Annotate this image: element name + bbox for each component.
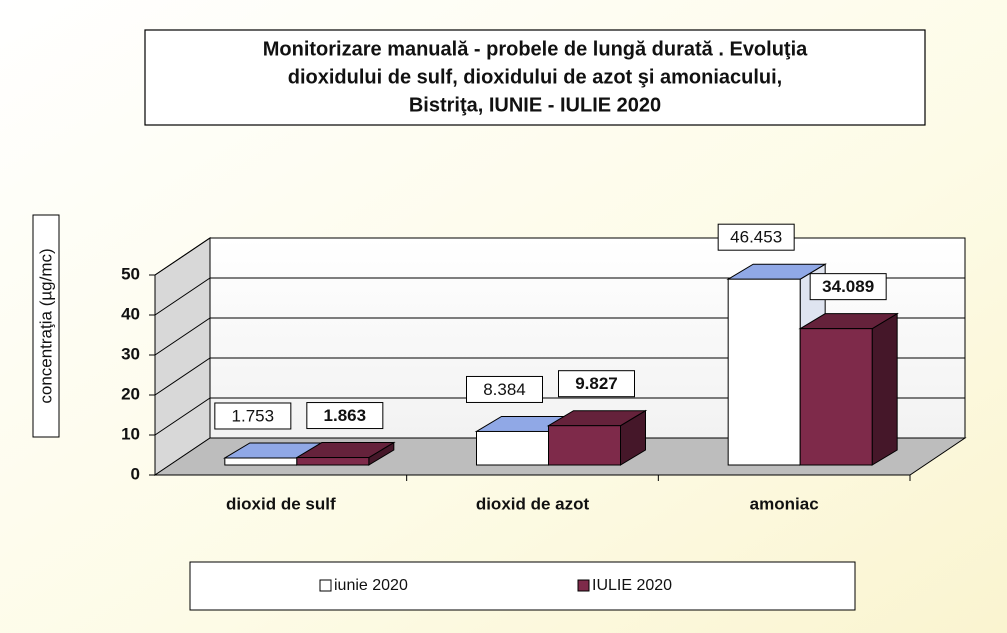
legend-label: iunie 2020 bbox=[334, 577, 408, 594]
y-tick-label: 20 bbox=[121, 384, 140, 403]
y-tick-label: 0 bbox=[131, 464, 140, 483]
title-box bbox=[144, 29, 926, 126]
legend-box bbox=[189, 561, 856, 611]
value-label: 8.384 bbox=[483, 380, 526, 399]
grid-line bbox=[154, 317, 965, 356]
grid-line bbox=[154, 357, 965, 396]
bar bbox=[799, 328, 873, 466]
value-label-box bbox=[558, 370, 635, 398]
chart-title: Bistriţa, IUNIE - IULIE 2020 bbox=[409, 94, 661, 116]
grid-line bbox=[154, 237, 965, 276]
value-label-box bbox=[214, 402, 292, 430]
value-label: 1.863 bbox=[324, 406, 367, 425]
x-tick-label: amoniac bbox=[750, 494, 819, 513]
bar-side bbox=[871, 312, 898, 466]
legend-swatch bbox=[319, 579, 332, 592]
value-label: 46.453 bbox=[730, 228, 782, 247]
bar bbox=[476, 430, 549, 466]
bar bbox=[224, 457, 298, 466]
value-label: 34.089 bbox=[822, 277, 874, 296]
y-tick-label: 40 bbox=[121, 304, 140, 323]
chart-title: dioxidului de sulf, dioxidului de azot ş… bbox=[288, 66, 782, 88]
value-label: 9.827 bbox=[575, 374, 618, 393]
y-tick-label: 30 bbox=[121, 344, 140, 363]
legend-label: IULIE 2020 bbox=[592, 577, 672, 594]
y-tick-label: 10 bbox=[121, 424, 140, 443]
bar bbox=[548, 425, 621, 466]
side-wall bbox=[154, 237, 211, 476]
value-label-box bbox=[306, 402, 384, 430]
x-tick-label: dioxid de sulf bbox=[226, 494, 336, 513]
value-label-box bbox=[466, 375, 543, 403]
y-axis-label: concentraţia (µg/mc) bbox=[36, 248, 55, 403]
grid-line bbox=[154, 277, 965, 316]
chart-title: Monitorizare manuală - probele de lungă … bbox=[263, 38, 808, 60]
grid-line bbox=[154, 397, 965, 436]
y-tick-label: 50 bbox=[121, 264, 140, 283]
bar bbox=[727, 278, 801, 466]
value-label-box bbox=[809, 273, 887, 301]
bar bbox=[296, 457, 370, 466]
y-label-box bbox=[32, 214, 60, 438]
legend-swatch bbox=[577, 579, 590, 592]
x-tick-label: dioxid de azot bbox=[476, 494, 590, 513]
value-label: 1.753 bbox=[232, 406, 275, 425]
value-label-box bbox=[717, 223, 795, 251]
